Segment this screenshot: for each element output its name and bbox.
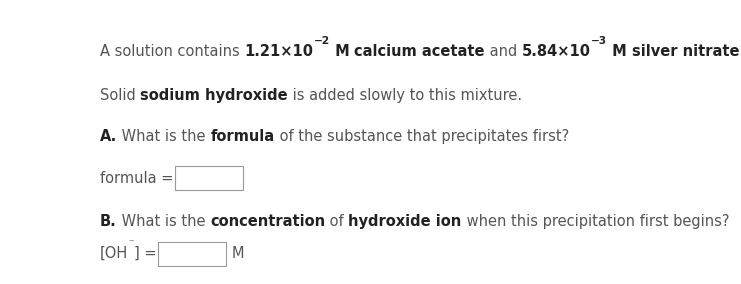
Text: A.: A. <box>100 129 117 144</box>
Text: What is the: What is the <box>117 129 210 144</box>
Text: B.: B. <box>100 214 117 229</box>
Text: Solid: Solid <box>100 88 141 103</box>
Text: of: of <box>325 214 348 229</box>
Text: sodium hydroxide: sodium hydroxide <box>141 88 288 103</box>
Text: concentration: concentration <box>210 214 325 229</box>
Text: A solution contains: A solution contains <box>100 44 245 59</box>
Text: of the substance that precipitates first?: of the substance that precipitates first… <box>275 129 569 144</box>
Text: calcium acetate: calcium acetate <box>354 44 485 59</box>
Bar <box>175 166 243 190</box>
Text: M: M <box>232 246 244 261</box>
Text: formula =: formula = <box>100 171 173 186</box>
Text: 1.21×10: 1.21×10 <box>245 44 313 59</box>
Text: 5.84×10: 5.84×10 <box>522 44 591 59</box>
Text: −3: −3 <box>591 36 607 46</box>
Text: [OH: [OH <box>100 246 128 261</box>
Text: ] =: ] = <box>134 246 156 261</box>
Text: is added slowly to this mixture.: is added slowly to this mixture. <box>288 88 522 103</box>
Text: and: and <box>485 44 522 59</box>
Bar <box>158 242 226 266</box>
Text: What is the: What is the <box>117 214 210 229</box>
Text: ⁻: ⁻ <box>128 238 134 248</box>
Text: when this precipitation first begins?: when this precipitation first begins? <box>462 214 729 229</box>
Text: M: M <box>330 44 354 59</box>
Text: M: M <box>607 44 632 59</box>
Text: −2: −2 <box>313 36 330 46</box>
Text: formula: formula <box>210 129 275 144</box>
Text: hydroxide ion: hydroxide ion <box>348 214 462 229</box>
Text: silver nitrate.: silver nitrate. <box>632 44 741 59</box>
